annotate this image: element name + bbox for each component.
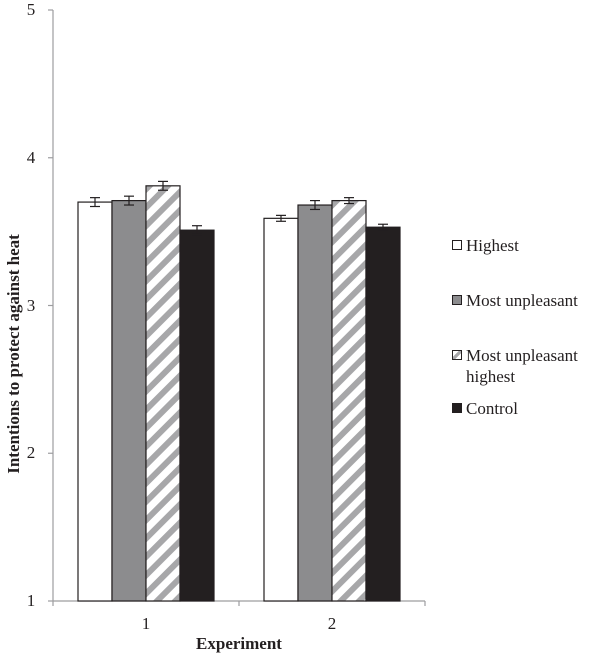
- legend-item-most-unpleasant-highest: Most unpleasant highest: [452, 345, 578, 387]
- legend-label: Most unpleasant: [466, 291, 578, 310]
- legend-label: Highest: [466, 236, 519, 255]
- bar-most-unpleasant-highest-exp-1: [145, 185, 181, 602]
- bar-most-unpleasant-highest-exp-2: [331, 199, 367, 602]
- y-tick-label: 5: [26, 0, 36, 19]
- x-tick-label: 1: [141, 614, 151, 633]
- bar-highest-exp-2: [263, 217, 299, 602]
- y-tick-label: 1: [26, 591, 36, 610]
- legend-swatch-black: [452, 403, 462, 413]
- legend-item-control: Control: [452, 398, 518, 419]
- legend-item-highest: Highest: [452, 235, 519, 256]
- legend-label: Most unpleasant highest: [466, 346, 578, 386]
- bar-control-exp-1: [179, 229, 215, 602]
- legend-swatch-hatched: [452, 350, 462, 360]
- y-axis-title: Intentions to protect against heat: [4, 234, 23, 474]
- bar-highest-exp-1: [77, 201, 113, 602]
- bars: [77, 180, 401, 602]
- legend-swatch-white: [452, 240, 462, 250]
- legend-label: Control: [466, 399, 518, 418]
- x-axis-title: Experiment: [196, 634, 282, 653]
- x-tick-label: 2: [327, 614, 337, 633]
- y-tick-label: 3: [26, 295, 36, 315]
- legend-item-most-unpleasant: Most unpleasant: [452, 290, 578, 311]
- y-tick-label: 4: [26, 147, 36, 167]
- bar-most-unpleasant-exp-2: [297, 204, 333, 602]
- y-tick-label: 2: [26, 443, 36, 463]
- bar-most-unpleasant-exp-1: [111, 199, 147, 602]
- bar-control-exp-2: [365, 226, 401, 602]
- legend-swatch-gray: [452, 295, 462, 305]
